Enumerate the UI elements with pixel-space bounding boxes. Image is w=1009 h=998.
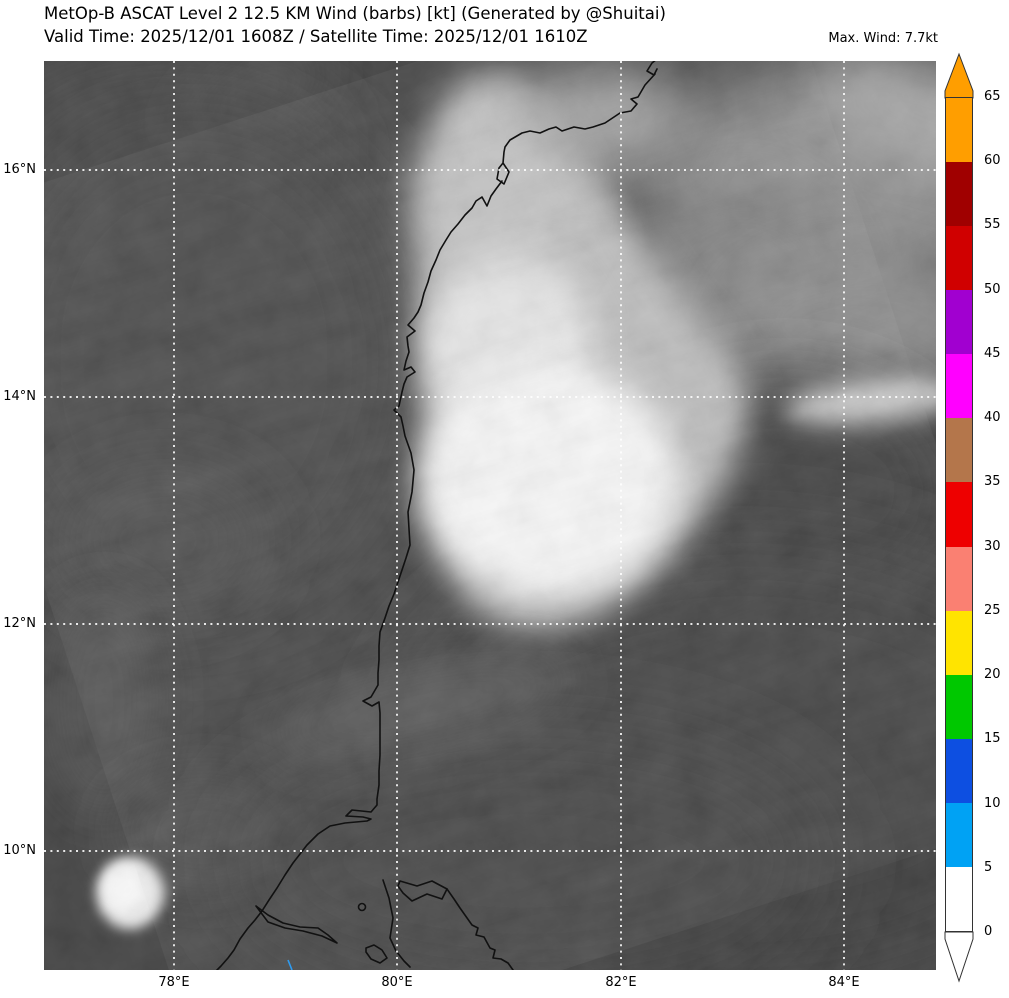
wind-barb xyxy=(287,959,293,970)
lon-label: 82°E xyxy=(605,975,637,990)
lon-label: 84°E xyxy=(828,975,860,990)
colorbar-tick-55: 55 xyxy=(984,217,1001,233)
cloud-backdrop xyxy=(44,61,936,970)
colorbar-tick-45: 45 xyxy=(984,345,1001,361)
colorbar-tick-10: 10 xyxy=(984,795,1001,811)
lat-label: 14°N xyxy=(3,389,36,404)
colorbar-under-arrow xyxy=(944,931,974,983)
colorbar-over-arrow xyxy=(944,52,974,99)
satellite-map xyxy=(44,61,936,970)
colorbar-tick-5: 5 xyxy=(984,859,993,875)
colorbar-tick-25: 25 xyxy=(984,602,1001,618)
colorbar-tick-60: 60 xyxy=(984,153,1001,169)
colorbar-tick-50: 50 xyxy=(984,281,1001,297)
colorbar-tick-0: 0 xyxy=(984,924,993,939)
lat-label: 12°N xyxy=(3,616,36,631)
colorbar-segment-15-20 xyxy=(946,674,972,739)
colorbar-segment-55-60 xyxy=(946,162,972,227)
colorbar-tick-20: 20 xyxy=(984,667,1001,683)
colorbar-tick-65: 65 xyxy=(984,89,1001,104)
lat-label: 10°N xyxy=(3,843,36,858)
latlon-grid xyxy=(44,61,936,970)
colorbar-segment-25-30 xyxy=(946,546,972,611)
colorbar-segment-60-65 xyxy=(946,98,972,163)
colorbar-tick-15: 15 xyxy=(984,731,1001,747)
colorbar-segment-20-25 xyxy=(946,610,972,675)
colorbar-segment-50-55 xyxy=(946,226,972,291)
colorbar-segment-5-10 xyxy=(946,802,972,867)
lon-label: 80°E xyxy=(381,975,413,990)
colorbar-segment-10-15 xyxy=(946,738,972,803)
colorbar-tick-35: 35 xyxy=(984,474,1001,490)
colorbar-segment-45-50 xyxy=(946,290,972,355)
colorbar-segment-30-35 xyxy=(946,482,972,547)
colorbar-segment-40-45 xyxy=(946,354,972,419)
page-title: MetOp-B ASCAT Level 2 12.5 KM Wind (barb… xyxy=(44,4,666,23)
coastline xyxy=(215,61,658,970)
colorbar-tick-40: 40 xyxy=(984,410,1001,426)
colorbar xyxy=(945,97,973,932)
colorbar-segment-35-40 xyxy=(946,418,972,483)
satellite-image xyxy=(44,61,936,970)
colorbar-segment-0-5 xyxy=(946,866,972,932)
lat-label: 16°N xyxy=(3,162,36,177)
valid-time-label: Valid Time: 2025/12/01 1608Z / Satellite… xyxy=(44,27,588,46)
colorbar-tick-30: 30 xyxy=(984,538,1001,554)
lon-label: 78°E xyxy=(158,975,190,990)
max-wind-label: Max. Wind: 7.7kt xyxy=(828,31,938,46)
